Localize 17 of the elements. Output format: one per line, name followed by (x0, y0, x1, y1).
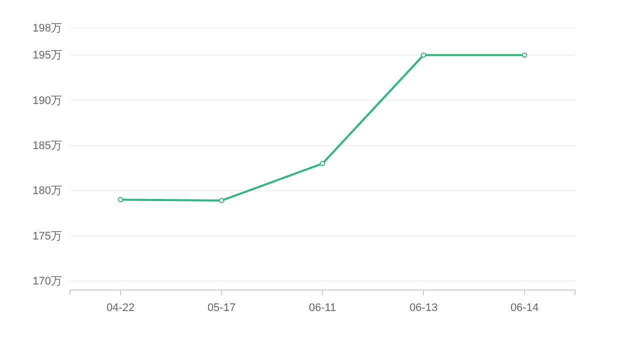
y-tick-label: 195万 (32, 50, 62, 62)
x-tick-label: 04-22 (106, 302, 135, 314)
y-tick-label: 185万 (32, 140, 62, 152)
y-tick-label: 198万 (32, 22, 62, 35)
point (218, 198, 224, 204)
point (420, 52, 426, 58)
point (522, 52, 528, 58)
y-tick-label: 180万 (32, 185, 62, 198)
x-tick-label: 06-13 (409, 302, 438, 314)
x-tick-label: 06-11 (308, 302, 336, 314)
y-tick-label: 175万 (32, 230, 62, 242)
y-tick-label: 170万 (32, 275, 62, 288)
x-tick-label: 05-17 (207, 302, 236, 314)
point (320, 160, 326, 166)
y-tick-label: 190万 (32, 94, 62, 107)
point (118, 197, 124, 202)
x-tick-label: 06-14 (510, 302, 539, 314)
